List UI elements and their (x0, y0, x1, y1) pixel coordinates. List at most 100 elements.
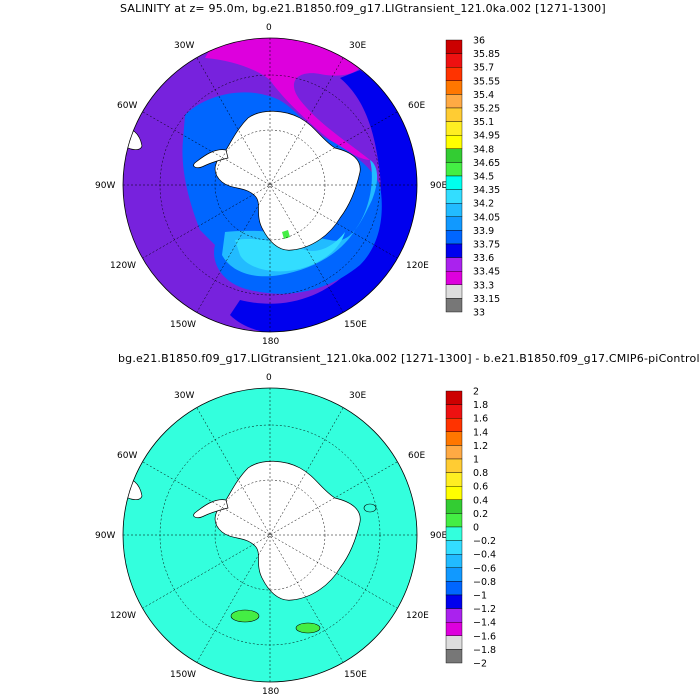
colorbar-swatch (445, 404, 463, 419)
lon-label-30w: 30W (174, 391, 194, 401)
colorbar-swatch (445, 134, 463, 149)
colorbar-swatch (445, 216, 463, 231)
colorbar-swatch (445, 554, 463, 569)
lon-label-150e: 150E (344, 670, 367, 680)
colorbar-swatch (445, 458, 463, 473)
salinity-band-34.05 (235, 232, 345, 272)
colorbar-label: −0.6 (473, 563, 496, 574)
colorbar-label: 0.2 (473, 509, 488, 520)
salinity-colorbar: 36 35.85 35.7 35.55 35.4 35.25 35.1 34.95 34.8 34… (445, 36, 500, 319)
colorbar-swatch (445, 175, 463, 190)
salinity-band-33.6 (230, 70, 417, 332)
lon-label-120e: 120E (406, 261, 429, 271)
colorbar-swatch (445, 526, 463, 541)
colorbar-label: 34.95 (473, 131, 500, 142)
colorbar-label: 33.45 (473, 267, 500, 278)
difference-patch (295, 622, 321, 634)
lon-label-60e: 60E (408, 451, 425, 461)
colorbar-swatch (445, 257, 463, 272)
antarctic-peninsula (193, 499, 229, 518)
lon-label-60w: 60W (117, 451, 137, 461)
colorbar-label: −1.6 (473, 631, 496, 642)
colorbar-label: −1.4 (473, 618, 496, 629)
lon-label-30e: 30E (349, 391, 366, 401)
lon-label-180: 180 (262, 337, 279, 347)
colorbar-swatch (445, 567, 463, 582)
colorbar-swatch (445, 445, 463, 460)
lon-label-90w: 90W (95, 181, 115, 191)
colorbar-swatch (445, 635, 463, 650)
difference-patch (363, 503, 377, 513)
colorbar-swatch (445, 107, 463, 122)
colorbar-label: 34.05 (473, 212, 500, 223)
colorbar-label: 33.15 (473, 294, 500, 305)
colorbar-label: 1 (473, 455, 479, 466)
colorbar-label: 33 (473, 308, 485, 319)
colorbar-label: 1.4 (473, 427, 488, 438)
colorbar-swatch (445, 608, 463, 623)
antarctica-landmass (214, 460, 361, 601)
colorbar-swatch (445, 513, 463, 528)
colorbar-swatch (445, 594, 463, 609)
lon-label-180: 180 (262, 687, 279, 697)
colorbar-label: 35.85 (473, 49, 500, 60)
graticule (123, 388, 417, 682)
colorbar-swatch (445, 284, 463, 299)
colorbar-swatch (445, 148, 463, 163)
salinity-map: 0 30E 60E 90E 120E 150E 180 150W 120W 90… (95, 23, 500, 347)
colorbar-label: 0 (473, 523, 479, 534)
lon-label-90e: 90E (430, 531, 447, 541)
colorbar-swatch (445, 94, 463, 109)
lon-label-0: 0 (266, 23, 272, 33)
colorbar-label: 33.3 (473, 280, 494, 291)
colorbar-label: −1 (473, 591, 487, 602)
lon-label-120e: 120E (406, 611, 429, 621)
colorbar-label: 0.8 (473, 468, 488, 479)
colorbar-label: −0.4 (473, 550, 496, 561)
colorbar-label: 0.4 (473, 495, 488, 506)
colorbar-label: 36 (473, 36, 485, 47)
colorbar-swatch (445, 499, 463, 514)
colorbar-label: −0.2 (473, 536, 496, 547)
colorbar-swatch (445, 80, 463, 95)
difference-patch (230, 609, 260, 623)
colorbar-swatch (445, 486, 463, 501)
colorbar-label: 1.8 (473, 400, 488, 411)
colorbar-label: 1.2 (473, 441, 488, 452)
salinity-band-33.45 (205, 38, 370, 160)
colorbar-label: 35.55 (473, 76, 500, 87)
colorbar-swatch (445, 390, 463, 405)
colorbar-label: 34.65 (473, 158, 500, 169)
lon-label-90e: 90E (430, 181, 447, 191)
lon-label-60e: 60E (408, 101, 425, 111)
salinity-patch-34.8 (282, 230, 290, 239)
difference-colorbar: 2 1.8 1.6 1.4 1.2 1 0.8 0.6 0.4 0.2 0 −0.2 −0.4 −0.6 −… (445, 387, 496, 670)
colorbar-swatch (445, 472, 463, 487)
colorbar-label: 33.75 (473, 240, 500, 251)
lon-label-0: 0 (266, 373, 272, 383)
colorbar-label: 35.25 (473, 104, 500, 115)
colorbar-swatch (445, 649, 463, 664)
colorbar-label: −1.8 (473, 645, 496, 656)
colorbar-label: 0.6 (473, 482, 488, 493)
colorbar-swatch (445, 418, 463, 433)
difference-map: 0 30E 60E 90E 120E 150E 180 150W 120W 90… (95, 373, 496, 697)
colorbar-label: −2 (473, 659, 487, 670)
colorbar-swatch (445, 622, 463, 637)
colorbar-swatch (445, 431, 463, 446)
lon-label-150e: 150E (344, 320, 367, 330)
lon-label-60w: 60W (117, 101, 137, 111)
antarctic-peninsula (193, 149, 229, 168)
colorbar-swatch (445, 230, 463, 245)
lon-label-30e: 30E (349, 41, 366, 51)
colorbar-label: 33.6 (473, 253, 494, 264)
colorbar-swatch (445, 243, 463, 258)
colorbar-swatch (445, 202, 463, 217)
lon-label-120w: 120W (110, 611, 136, 621)
colorbar-swatch (445, 271, 463, 286)
colorbar-label: 34.8 (473, 144, 494, 155)
colorbar-label: 1.6 (473, 414, 488, 425)
lon-label-30w: 30W (174, 41, 194, 51)
colorbar-swatch (445, 540, 463, 555)
colorbar-swatch (445, 53, 463, 68)
